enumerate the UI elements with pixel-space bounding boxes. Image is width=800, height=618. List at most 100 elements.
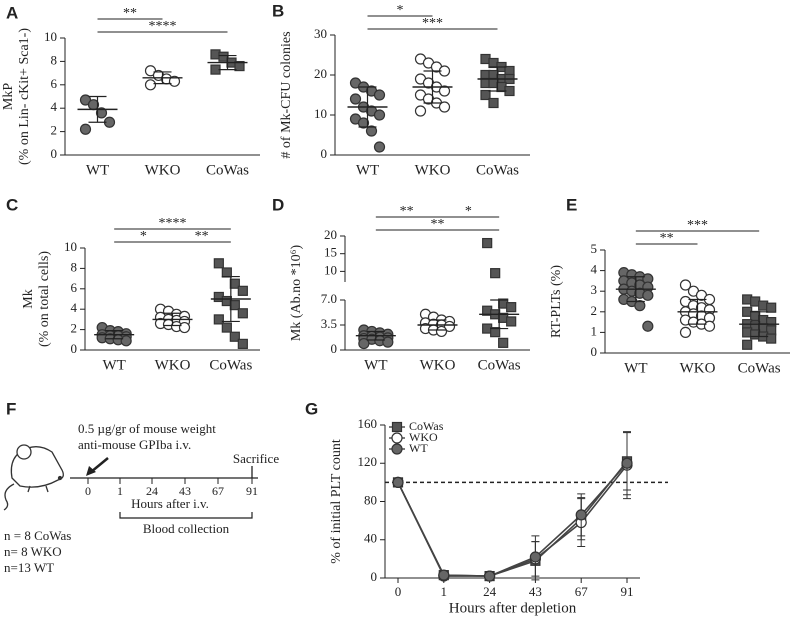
x-tick-label: WKO xyxy=(155,357,191,373)
data-point xyxy=(168,75,181,87)
data-point xyxy=(144,79,157,91)
y-tick-label: 20 xyxy=(324,227,337,242)
cohort: n= 8 WKO xyxy=(4,544,62,559)
data-point xyxy=(679,326,692,338)
legend-label: WKO xyxy=(409,430,438,444)
data-point xyxy=(490,268,501,279)
significance-label: ** xyxy=(431,217,445,232)
data-point xyxy=(443,320,456,333)
data-point xyxy=(178,321,191,334)
timepoint: 1 xyxy=(117,484,123,498)
sd-bar xyxy=(488,66,507,92)
data-point xyxy=(213,314,224,325)
y-tick-label: 30 xyxy=(314,26,327,41)
sd-bar xyxy=(366,330,385,341)
panel-label: D xyxy=(272,195,284,214)
x-tick-label: 67 xyxy=(575,584,589,599)
legend-marker xyxy=(391,432,403,444)
treatment-text: anti-mouse GPIba i.v. xyxy=(78,437,191,452)
y-tick-label: 10 xyxy=(64,239,77,254)
data-point xyxy=(438,85,451,97)
panel: D 0 3.5 7.0 10 15 20 Mk (Ab.no *10⁶) WT WKO CoWas *… xyxy=(272,195,530,373)
timepoint: 91 xyxy=(246,484,258,498)
x-tick-label: 91 xyxy=(621,584,634,599)
significance-label: **** xyxy=(159,216,187,231)
x-tick-label: CoWas xyxy=(738,360,781,376)
data-point xyxy=(79,123,92,135)
y-tick-label: 8 xyxy=(51,52,58,67)
legend-label: CoWas xyxy=(409,419,444,433)
data-point xyxy=(642,320,654,332)
sd-bar xyxy=(153,71,172,85)
data-point xyxy=(488,97,499,109)
legend-marker xyxy=(391,421,403,433)
data-point xyxy=(237,338,248,349)
y-tick-label: 5 xyxy=(591,241,598,256)
y-tick-label: 80 xyxy=(364,492,377,507)
data-point xyxy=(621,457,633,469)
data-point xyxy=(742,339,753,350)
data-point xyxy=(349,93,362,105)
y-tick-label: 0 xyxy=(71,341,78,356)
significance-label: * xyxy=(397,3,404,18)
data-point xyxy=(392,476,404,488)
y-tick-label: 15 xyxy=(324,245,337,260)
x-tick-label: 0 xyxy=(395,584,402,599)
axis-label: Hours after i.v. xyxy=(131,496,209,511)
y-tick-label: 10 xyxy=(44,29,57,44)
data-point xyxy=(506,316,517,327)
data-point xyxy=(95,107,108,119)
sd-bar xyxy=(750,311,769,338)
y-axis-label: (% on total cells) xyxy=(37,251,52,347)
y-axis-label: % of initial PLT count xyxy=(329,439,344,564)
significance-label: *** xyxy=(422,16,443,31)
timepoint: 43 xyxy=(179,484,191,498)
data-point xyxy=(438,101,451,113)
x-tick-label: CoWas xyxy=(478,357,521,373)
data-point xyxy=(358,337,370,350)
y-axis-label: MkP xyxy=(1,83,16,110)
data-point xyxy=(480,89,491,101)
x-tick-label: CoWas xyxy=(476,162,519,178)
cohort: n = 8 CoWas xyxy=(4,528,71,543)
data-point xyxy=(221,322,232,333)
sd-bar xyxy=(88,95,107,123)
significance-label: ** xyxy=(195,229,209,244)
panel: A 0 2 4 6 8 10 MkP (% on Lin- cKit+ Sca1-) WT WKO C… xyxy=(1,3,260,178)
sd-bar xyxy=(688,298,707,325)
y-tick-label: 3.5 xyxy=(321,316,337,331)
data-point xyxy=(237,308,248,319)
legend-marker xyxy=(391,443,403,455)
y-tick-label: 1 xyxy=(591,323,598,338)
y-tick-label: 120 xyxy=(358,454,378,469)
data-point xyxy=(575,509,587,521)
y-tick-label: 4 xyxy=(71,300,78,315)
x-tick-label: WKO xyxy=(680,360,716,376)
y-axis-label: Mk xyxy=(21,289,36,308)
y-tick-label: 10 xyxy=(324,262,337,277)
data-point xyxy=(438,569,450,581)
y-tick-label: 4 xyxy=(591,262,598,277)
y-axis-label: (% on Lin- cKit+ Sca1-) xyxy=(17,28,32,165)
y-axis-label: RT-PLTs (%) xyxy=(549,265,564,338)
data-point xyxy=(373,89,386,101)
y-axis-label: # of Mk-CFU colonies xyxy=(279,31,294,158)
y-tick-label: 160 xyxy=(358,416,378,431)
y-tick-label: 3 xyxy=(591,282,598,297)
sd-bar xyxy=(428,319,447,331)
dose-text: 0.5 µg/gr of mouse weight xyxy=(78,421,216,436)
sd-bar xyxy=(626,276,645,303)
y-tick-label: 2 xyxy=(71,321,78,336)
data-point xyxy=(373,109,386,121)
significance-label: ** xyxy=(400,204,414,219)
y-tick-label: 6 xyxy=(51,76,58,91)
panel-label: A xyxy=(6,3,18,22)
x-tick-label: 43 xyxy=(529,584,542,599)
x-tick-label: WT xyxy=(86,162,109,178)
data-point xyxy=(482,237,493,249)
endpoint-text: Sacrifice xyxy=(233,451,279,466)
y-tick-label: 0 xyxy=(371,569,378,584)
data-point xyxy=(213,258,224,269)
y-tick-label: 0 xyxy=(591,344,598,359)
